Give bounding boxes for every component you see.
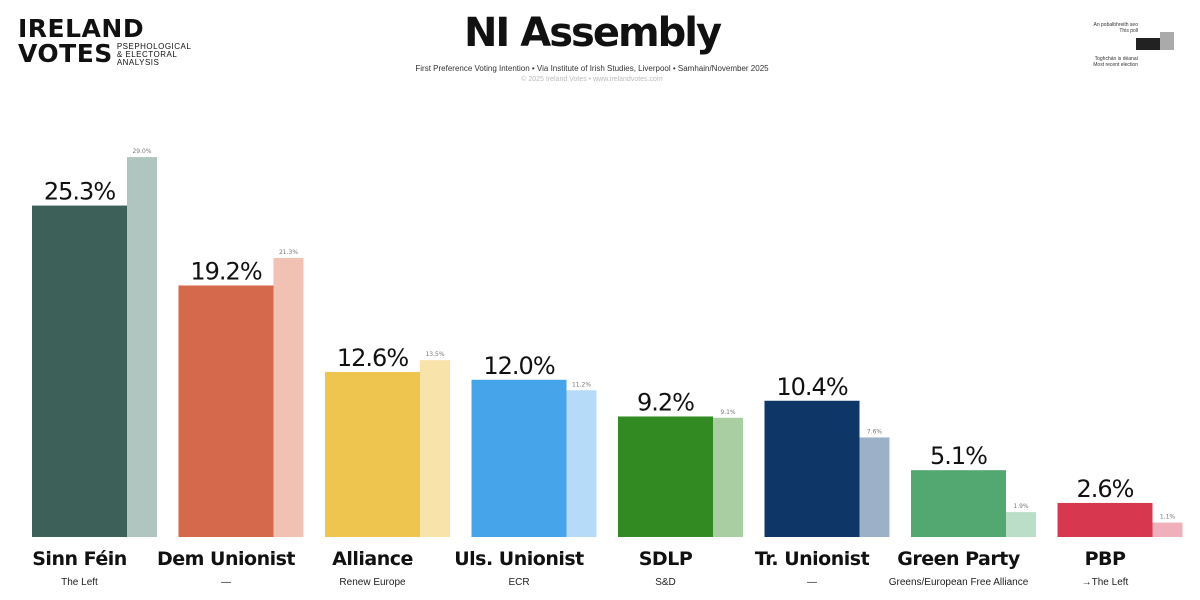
logo-word-votes: VOTES (18, 39, 113, 68)
category-label: Dem Unionist (157, 548, 295, 570)
legend-this-poll-ga: An pobalbhreith seo (1093, 22, 1138, 28)
bar-previous-sinn-f-in (127, 157, 157, 537)
chart-legend: An pobalbhreith seo This poll Toghchán i… (1090, 22, 1190, 72)
group-label: — (807, 577, 817, 588)
group-label: — (221, 577, 231, 588)
group-label: The Left (61, 577, 98, 588)
logo-tag-line-2: & ELECTORAL (116, 50, 178, 59)
bar-poll-pbp (1057, 502, 1153, 537)
legend-previous-en: Most recent election (1093, 62, 1138, 68)
value-label-previous: 7.6% (867, 428, 883, 435)
group-label: Renew Europe (339, 577, 406, 588)
bar-poll-green-party (911, 470, 1006, 537)
bar-poll-tr-unionist (764, 400, 860, 537)
logo-word-ireland: IRELAND (18, 14, 145, 43)
legend-swatch-previous (1160, 32, 1174, 50)
value-label-poll: 12.6% (337, 344, 408, 372)
category-label: Tr. Unionist (755, 548, 870, 570)
bar-poll-sdlp (618, 416, 713, 537)
bar-poll-sinn-f-in (32, 205, 127, 537)
bar-previous-uls-unionist (566, 390, 597, 537)
value-label-previous: 1.9% (1013, 503, 1029, 510)
value-label-poll: 25.3% (44, 178, 115, 206)
value-label-poll: 5.1% (930, 442, 987, 470)
chart-title: NI Assembly (463, 10, 722, 56)
legend-this-poll: An pobalbhreith seo This poll (1094, 22, 1138, 34)
group-label: S&D (655, 577, 676, 588)
category-label: Uls. Unionist (454, 548, 584, 570)
legend-swatch-this-poll (1136, 38, 1160, 50)
chart-credit: © 2025 Ireland Votes • www.irelandvotes.… (521, 76, 663, 83)
bar-previous-green-party (1006, 512, 1036, 537)
logo-tagline: PSEPHOLOGICAL & ELECTORAL ANALYSIS (117, 43, 192, 67)
value-label-previous: 11.2% (572, 381, 591, 388)
category-label: Green Party (897, 548, 1021, 570)
ireland-votes-logo: IRELAND VOTES PSEPHOLOGICAL & ELECTORAL … (18, 16, 191, 67)
category-label: SDLP (639, 548, 693, 570)
value-label-poll: 2.6% (1077, 475, 1134, 503)
bar-previous-pbp (1152, 522, 1183, 537)
bar-poll-alliance (325, 371, 420, 537)
bar-previous-alliance (420, 360, 450, 537)
value-label-poll: 12.0% (483, 352, 554, 380)
value-label-poll: 9.2% (637, 388, 694, 416)
bar-previous-tr-unionist (859, 437, 890, 537)
chart-subtitle: First Preference Voting Intention • Via … (415, 64, 769, 73)
value-label-previous: 13.5% (425, 351, 444, 358)
legend-this-poll-en: This poll (1119, 28, 1138, 34)
bar-previous-sdlp (713, 417, 743, 537)
value-label-previous: 9.1% (720, 409, 736, 416)
bar-previous-dem-unionist (273, 257, 304, 537)
group-label: Greens/European Free Alliance (889, 577, 1029, 588)
category-label: Alliance (332, 548, 413, 570)
bar-poll-uls-unionist (471, 379, 567, 537)
value-label-poll: 10.4% (776, 373, 847, 401)
value-label-previous: 1.1% (1160, 514, 1176, 521)
category-label: PBP (1085, 548, 1126, 570)
value-label-previous: 21.3% (279, 249, 298, 256)
logo-tag-line-3: ANALYSIS (116, 58, 160, 67)
group-label: →The Left (1082, 577, 1129, 588)
logo-tag-line-1: PSEPHOLOGICAL (116, 42, 192, 51)
legend-previous: Toghchán is déanaí Most recent election (1093, 56, 1138, 68)
category-label: Sinn Féin (32, 548, 127, 570)
bar-poll-dem-unionist (178, 285, 274, 537)
group-label: ECR (508, 577, 529, 588)
legend-previous-ga: Toghchán is déanaí (1094, 56, 1138, 62)
value-label-previous: 29.0% (132, 148, 151, 155)
value-label-poll: 19.2% (190, 257, 261, 285)
